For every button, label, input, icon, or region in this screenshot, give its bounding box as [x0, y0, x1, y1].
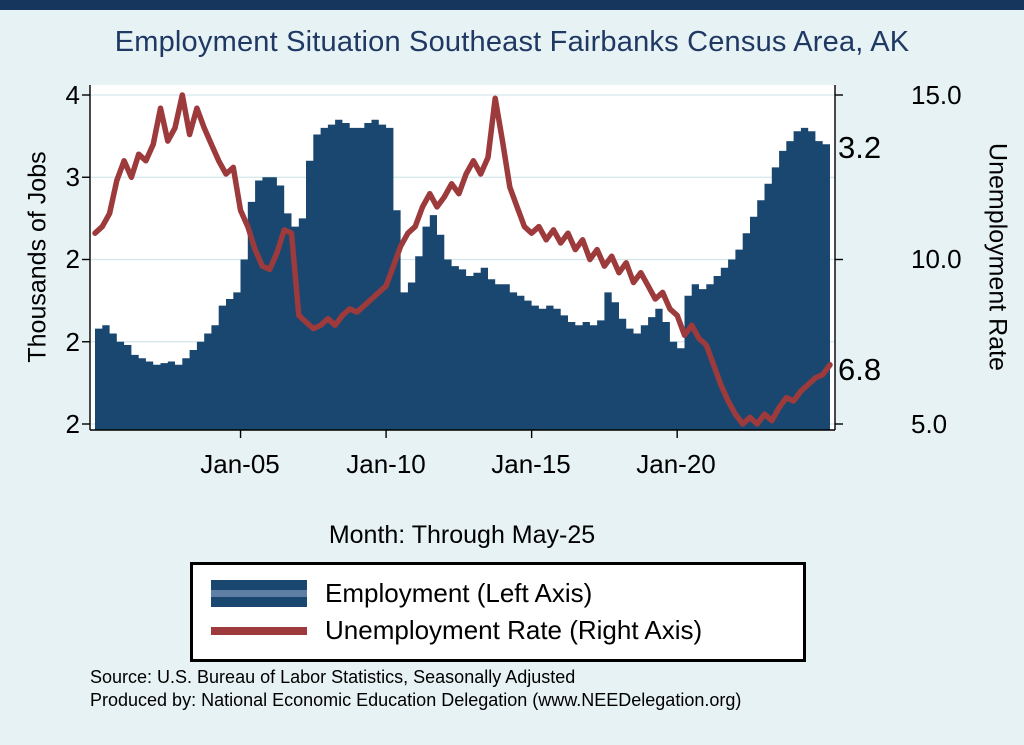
left-axis-tick-label: 2 [65, 327, 80, 357]
right-axis-title: Unemployment Rate [983, 143, 1012, 371]
legend-row-unemployment: Unemployment Rate (Right Axis) [211, 612, 793, 649]
right-axis-tick-label: 15.0 [911, 80, 962, 110]
employment-end-value-annotation: 3.2 [838, 130, 882, 165]
x-axis-tick-label: Jan-20 [636, 449, 716, 479]
unemployment-end-value-annotation: 6.8 [838, 352, 882, 387]
x-axis-tick-label: Jan-05 [200, 449, 280, 479]
left-axis-tick-label: 4 [65, 80, 80, 110]
x-axis-title: Month: Through May-25 [328, 521, 596, 549]
legend-label-employment: Employment (Left Axis) [325, 578, 593, 608]
produced-by-line: Produced by: National Economic Education… [90, 690, 742, 710]
left-axis-tick-label: 2 [65, 409, 80, 439]
unemployment-line-swatch [211, 626, 307, 635]
legend-row-employment: Employment (Left Axis) [211, 575, 793, 612]
employment-swatch-stripe [211, 590, 307, 597]
plot-canvas [82, 85, 843, 438]
top-accent-bar [0, 0, 1024, 10]
source-line: Source: U.S. Bureau of Labor Statistics,… [90, 667, 576, 687]
chart-title: Employment Situation Southeast Fairbanks… [114, 26, 910, 58]
source-note: Source: U.S. Bureau of Labor Statistics,… [90, 666, 741, 712]
legend-label-unemployment: Unemployment Rate (Right Axis) [325, 615, 703, 645]
left-axis-title: Thousands of Jobs [23, 151, 52, 363]
right-axis-tick-label: 5.0 [911, 409, 948, 439]
legend-box: Employment (Left Axis) Unemployment Rate… [190, 562, 806, 662]
right-axis-tick-label: 10.0 [911, 244, 962, 274]
employment-area-swatch [211, 580, 307, 607]
x-axis-tick-label: Jan-10 [346, 449, 426, 479]
x-axis-tick-label: Jan-15 [491, 449, 571, 479]
left-axis-tick-label: 3 [65, 162, 80, 192]
left-axis-tick-label: 2 [65, 244, 80, 274]
